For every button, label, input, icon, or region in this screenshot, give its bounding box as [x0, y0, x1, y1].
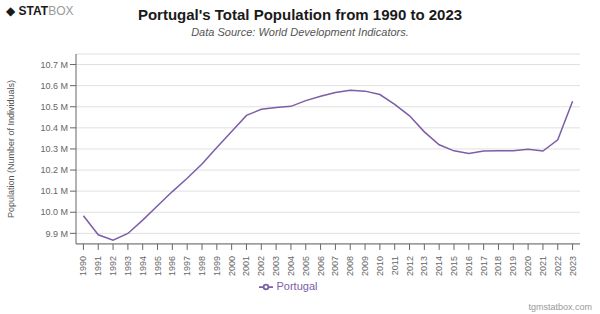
- svg-text:10.7 M: 10.7 M: [40, 60, 68, 70]
- svg-text:2023: 2023: [568, 256, 578, 276]
- svg-text:2020: 2020: [523, 256, 533, 276]
- svg-text:2022: 2022: [553, 256, 563, 276]
- svg-text:2002: 2002: [256, 256, 266, 276]
- html-text:◆ STAT BOX: ◆ STAT BOX: [6, 4, 74, 18]
- html-text:tgmstatbox.com: tgmstatbox.com: [528, 302, 592, 312]
- svg-text:2001: 2001: [241, 256, 251, 276]
- svg-text:2003: 2003: [271, 256, 281, 276]
- svg-text:10.6 M: 10.6 M: [40, 81, 68, 91]
- svg-text:2017: 2017: [479, 256, 489, 276]
- svg-text:2005: 2005: [301, 256, 311, 276]
- svg-text:2015: 2015: [449, 256, 459, 276]
- svg-text:2018: 2018: [493, 256, 503, 276]
- svg-text:1996: 1996: [167, 256, 177, 276]
- svg-text:2004: 2004: [286, 256, 296, 276]
- html-text:Portugal's Total Population fr: Portugal's Total Population from 1990 to…: [137, 6, 463, 23]
- svg-text:10.5 M: 10.5 M: [40, 102, 68, 112]
- svg-text:1994: 1994: [138, 256, 148, 276]
- svg-text:2013: 2013: [419, 256, 429, 276]
- svg-text:1990: 1990: [78, 256, 88, 276]
- svg-text:2014: 2014: [434, 256, 444, 276]
- svg-text:1991: 1991: [93, 256, 103, 276]
- svg-text:2006: 2006: [316, 256, 326, 276]
- html-text:Data Source: World Development: Data Source: World Development Indicator…: [191, 26, 409, 38]
- svg-text:2016: 2016: [464, 256, 474, 276]
- svg-text:10.4 M: 10.4 M: [40, 123, 68, 133]
- svg-text:2009: 2009: [360, 256, 370, 276]
- svg-text:1999: 1999: [212, 256, 222, 276]
- svg-text:2021: 2021: [538, 256, 548, 276]
- svg-text:2010: 2010: [375, 256, 385, 276]
- html-text:Portugal: Portugal: [276, 279, 318, 292]
- svg-text:10.3 M: 10.3 M: [40, 144, 68, 154]
- svg-text:1992: 1992: [108, 256, 118, 276]
- svg-text:Population (Number of Individu: Population (Number of Individuals): [8, 80, 16, 218]
- svg-text:1997: 1997: [182, 256, 192, 276]
- svg-text:9.9 M: 9.9 M: [45, 229, 68, 239]
- svg-text:10.2 M: 10.2 M: [40, 165, 68, 175]
- svg-text:2007: 2007: [330, 256, 340, 276]
- svg-text:10.0 M: 10.0 M: [40, 207, 68, 217]
- svg-text:1993: 1993: [123, 256, 133, 276]
- svg-text:2019: 2019: [508, 256, 518, 276]
- svg-text:2011: 2011: [390, 256, 400, 275]
- svg-text:1995: 1995: [153, 256, 163, 276]
- svg-text:1998: 1998: [197, 256, 207, 276]
- svg-text:2012: 2012: [405, 256, 415, 276]
- svg-text:2000: 2000: [227, 256, 237, 276]
- svg-text:2008: 2008: [345, 256, 355, 276]
- svg-text:10.1 M: 10.1 M: [40, 186, 68, 196]
